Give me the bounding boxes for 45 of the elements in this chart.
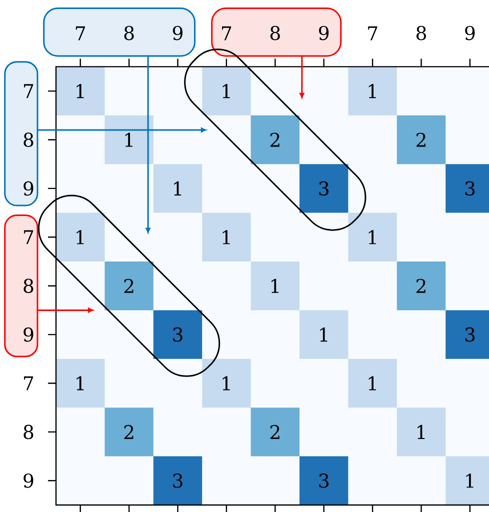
- data-label: 2: [124, 424, 134, 439]
- y-tick-label: 8: [24, 424, 34, 440]
- y-tick-label: 8: [24, 132, 34, 147]
- data-label: 1: [368, 230, 376, 244]
- y-tick-label: 9: [24, 474, 34, 488]
- data-label: 3: [173, 327, 182, 342]
- data-label: 1: [125, 132, 132, 147]
- x-tick-label: 8: [416, 26, 426, 40]
- x-tick-label: 7: [76, 26, 85, 40]
- x-tick-label: 7: [222, 26, 232, 40]
- y-tick-label: 9: [24, 327, 34, 342]
- data-label: 2: [416, 132, 426, 147]
- data-label: 2: [270, 424, 280, 439]
- data-label: 3: [465, 181, 475, 196]
- y-tick-label: 7: [24, 376, 34, 390]
- y-tick-label: 8: [24, 278, 34, 294]
- data-label: 1: [174, 181, 182, 196]
- x-tick-label: 8: [124, 26, 134, 40]
- data-label: 1: [271, 278, 278, 293]
- data-label: 1: [222, 376, 230, 390]
- data-label: 3: [465, 327, 475, 342]
- data-label: 1: [76, 230, 84, 244]
- data-label: 1: [222, 84, 230, 98]
- data-label: 2: [124, 278, 134, 293]
- x-tick-label: 9: [319, 26, 329, 40]
- data-label: 3: [173, 474, 182, 488]
- y-tick-label: 7: [24, 84, 34, 98]
- y-tick-label: 9: [24, 181, 34, 196]
- data-label: 2: [270, 132, 280, 147]
- data-label: 1: [320, 328, 328, 342]
- x-tick-label: 9: [172, 26, 182, 40]
- data-label: 1: [466, 474, 474, 488]
- x-tick-label: 8: [270, 26, 280, 40]
- data-label: 1: [418, 424, 425, 439]
- x-tick-label: 7: [368, 26, 378, 40]
- data-label: 1: [76, 84, 84, 98]
- data-label: 1: [222, 230, 230, 244]
- data-label: 1: [368, 84, 376, 98]
- data-label: 1: [368, 376, 376, 390]
- data-label: 3: [319, 474, 328, 488]
- x-tick-label: 9: [465, 26, 475, 40]
- data-label: 3: [319, 181, 328, 196]
- y-tick-label: 7: [24, 230, 34, 244]
- data-label: 1: [76, 376, 84, 390]
- data-label: 2: [416, 278, 426, 293]
